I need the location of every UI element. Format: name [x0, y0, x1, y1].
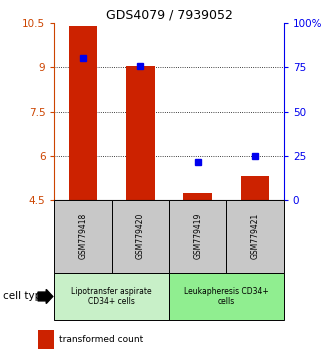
Bar — [69, 26, 97, 200]
Bar — [38, 330, 54, 349]
Text: transformed count: transformed count — [59, 335, 143, 344]
Bar — [183, 193, 212, 200]
Text: GSM779419: GSM779419 — [193, 213, 202, 259]
Text: GSM779421: GSM779421 — [250, 213, 260, 259]
Text: Leukapheresis CD34+
cells: Leukapheresis CD34+ cells — [184, 287, 269, 306]
Bar — [226, 200, 284, 273]
Text: GSM779418: GSM779418 — [79, 213, 88, 259]
Title: GDS4079 / 7939052: GDS4079 / 7939052 — [106, 9, 233, 22]
Bar — [169, 200, 226, 273]
Bar — [54, 273, 169, 320]
Text: Lipotransfer aspirate
CD34+ cells: Lipotransfer aspirate CD34+ cells — [72, 287, 152, 306]
Bar — [169, 273, 284, 320]
Text: cell type: cell type — [3, 291, 48, 302]
Bar — [54, 200, 112, 273]
Bar — [112, 200, 169, 273]
Bar — [241, 176, 270, 200]
Bar — [126, 66, 155, 200]
Text: GSM779420: GSM779420 — [136, 213, 145, 259]
